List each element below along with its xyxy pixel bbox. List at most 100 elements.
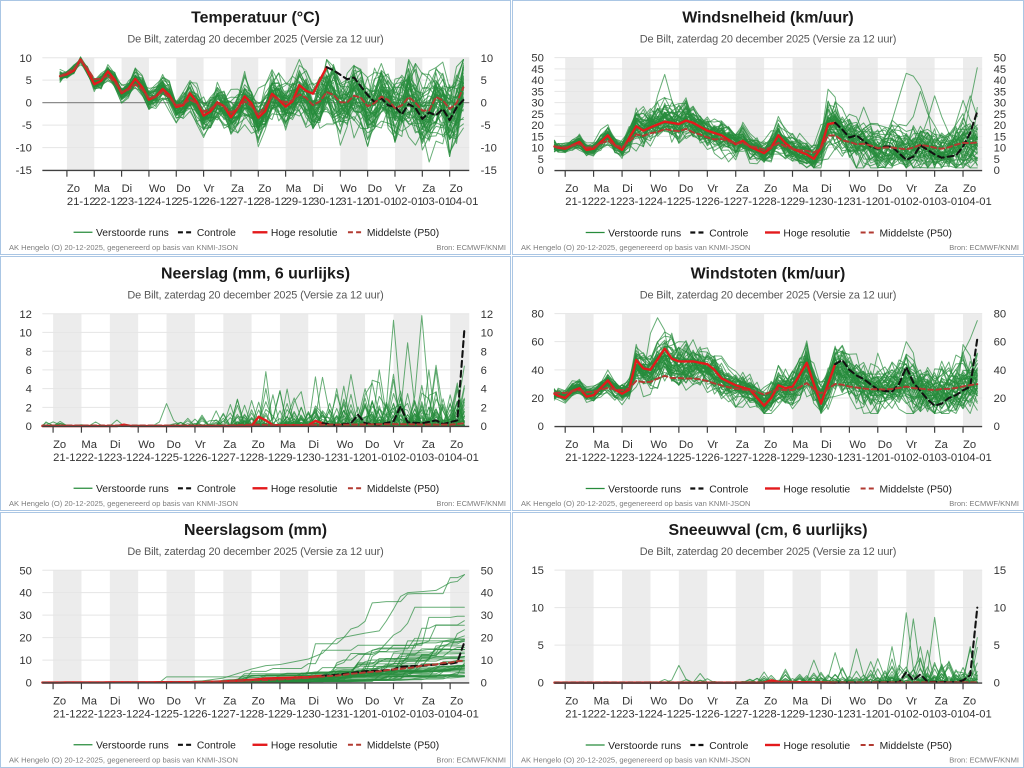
svg-text:27-12: 27-12: [223, 452, 252, 464]
svg-text:Vr: Vr: [393, 696, 404, 708]
svg-text:04-01: 04-01: [450, 452, 479, 464]
svg-text:Di: Di: [821, 696, 832, 708]
svg-text:45: 45: [531, 64, 544, 76]
svg-text:25: 25: [994, 109, 1007, 121]
svg-text:Verstoorde runs: Verstoorde runs: [96, 741, 169, 752]
svg-text:25-12: 25-12: [679, 452, 708, 464]
svg-text:Za: Za: [736, 439, 750, 451]
svg-text:26-12: 26-12: [204, 196, 233, 208]
svg-text:Ma: Ma: [81, 696, 97, 708]
svg-text:0: 0: [26, 678, 32, 690]
svg-text:25-12: 25-12: [167, 452, 196, 464]
svg-text:Bron: ECMWF/KNMI: Bron: ECMWF/KNMI: [436, 755, 506, 764]
svg-text:15: 15: [994, 565, 1007, 577]
svg-text:20: 20: [994, 120, 1007, 132]
svg-text:30-12: 30-12: [308, 452, 337, 464]
svg-text:40: 40: [481, 588, 493, 600]
svg-text:Zo: Zo: [450, 183, 463, 195]
svg-text:Do: Do: [365, 439, 379, 451]
svg-text:Bron: ECMWF/KNMI: Bron: ECMWF/KNMI: [949, 499, 1019, 508]
svg-text:Di: Di: [622, 439, 633, 451]
svg-text:Wo: Wo: [138, 696, 155, 708]
svg-text:01-01: 01-01: [878, 196, 907, 208]
svg-text:AK Hengelo (O) 20-12-2025, geg: AK Hengelo (O) 20-12-2025, gegenereerd o…: [9, 499, 238, 508]
svg-text:Di: Di: [110, 696, 121, 708]
svg-text:31-12: 31-12: [340, 196, 369, 208]
svg-text:03-01: 03-01: [935, 452, 964, 464]
svg-text:40: 40: [19, 588, 31, 600]
svg-text:50: 50: [19, 565, 31, 577]
svg-text:Controle: Controle: [709, 484, 748, 495]
svg-text:30-12: 30-12: [308, 709, 337, 721]
svg-text:30-12: 30-12: [821, 709, 850, 721]
svg-text:Wo: Wo: [337, 696, 354, 708]
svg-text:Vr: Vr: [195, 439, 206, 451]
svg-text:Do: Do: [176, 183, 190, 195]
svg-text:01-01: 01-01: [368, 196, 397, 208]
svg-text:23-12: 23-12: [110, 709, 139, 721]
svg-text:De Bilt, zaterdag 20 december: De Bilt, zaterdag 20 december 2025 (Vers…: [640, 33, 897, 45]
svg-text:60: 60: [531, 337, 544, 349]
svg-text:20: 20: [994, 393, 1007, 405]
svg-text:Zo: Zo: [258, 183, 271, 195]
svg-text:23-12: 23-12: [622, 709, 651, 721]
svg-text:15: 15: [531, 131, 544, 143]
svg-text:0: 0: [538, 421, 544, 433]
svg-text:Do: Do: [365, 696, 379, 708]
svg-text:Ma: Ma: [81, 439, 97, 451]
svg-text:0: 0: [26, 421, 32, 433]
svg-text:Za: Za: [422, 183, 436, 195]
svg-text:Zo: Zo: [450, 696, 463, 708]
svg-text:6: 6: [26, 365, 32, 377]
svg-text:-5: -5: [481, 120, 491, 132]
svg-text:Wo: Wo: [849, 696, 866, 708]
svg-text:Verstoorde runs: Verstoorde runs: [608, 741, 681, 752]
svg-text:Bron: ECMWF/KNMI: Bron: ECMWF/KNMI: [949, 756, 1019, 765]
svg-text:5: 5: [994, 640, 1000, 652]
svg-text:02-01: 02-01: [393, 709, 422, 721]
svg-text:10: 10: [481, 655, 493, 667]
svg-text:Zo: Zo: [963, 696, 976, 708]
svg-text:24-12: 24-12: [650, 709, 679, 721]
svg-text:0: 0: [481, 421, 487, 433]
svg-text:Wo: Wo: [650, 439, 667, 451]
svg-text:Hoge resolutie: Hoge resolutie: [271, 741, 338, 752]
svg-text:50: 50: [481, 565, 493, 577]
svg-text:Windstoten (km/uur): Windstoten (km/uur): [691, 265, 846, 282]
svg-text:Controle: Controle: [709, 228, 748, 239]
svg-text:Ma: Ma: [94, 183, 110, 195]
svg-text:Middelste (P50): Middelste (P50): [367, 484, 439, 495]
svg-text:5: 5: [481, 75, 487, 87]
svg-text:Bron: ECMWF/KNMI: Bron: ECMWF/KNMI: [436, 499, 506, 508]
svg-text:12: 12: [19, 309, 31, 321]
svg-text:Do: Do: [167, 439, 181, 451]
svg-text:25-12: 25-12: [167, 709, 196, 721]
svg-text:Vr: Vr: [906, 439, 917, 451]
svg-text:0: 0: [538, 678, 544, 690]
svg-text:20: 20: [531, 120, 544, 132]
svg-text:Zo: Zo: [67, 183, 80, 195]
svg-text:80: 80: [994, 309, 1007, 321]
svg-text:Do: Do: [878, 696, 892, 708]
svg-text:Zo: Zo: [963, 439, 976, 451]
svg-text:Do: Do: [878, 439, 892, 451]
svg-text:AK Hengelo (O) 20-12-2025, geg: AK Hengelo (O) 20-12-2025, gegenereerd o…: [521, 243, 751, 252]
svg-text:01-01: 01-01: [878, 709, 907, 721]
svg-text:Hoge resolutie: Hoge resolutie: [271, 484, 338, 495]
svg-text:Za: Za: [223, 439, 237, 451]
svg-text:Zo: Zo: [764, 439, 777, 451]
svg-text:21-12: 21-12: [565, 452, 594, 464]
svg-text:02-01: 02-01: [906, 709, 935, 721]
svg-text:Di: Di: [821, 183, 832, 195]
svg-text:De Bilt, zaterdag 20 december: De Bilt, zaterdag 20 december 2025 (Vers…: [640, 289, 897, 301]
svg-text:30-12: 30-12: [821, 196, 850, 208]
svg-text:28-12: 28-12: [252, 452, 281, 464]
svg-text:Di: Di: [622, 696, 633, 708]
svg-text:AK Hengelo (O) 20-12-2025, geg: AK Hengelo (O) 20-12-2025, gegenereerd o…: [9, 755, 238, 764]
svg-text:28-12: 28-12: [764, 196, 793, 208]
svg-text:30: 30: [531, 98, 544, 110]
svg-text:Di: Di: [308, 696, 319, 708]
svg-text:Wo: Wo: [149, 183, 166, 195]
svg-text:Do: Do: [679, 696, 693, 708]
svg-text:Di: Di: [622, 183, 633, 195]
